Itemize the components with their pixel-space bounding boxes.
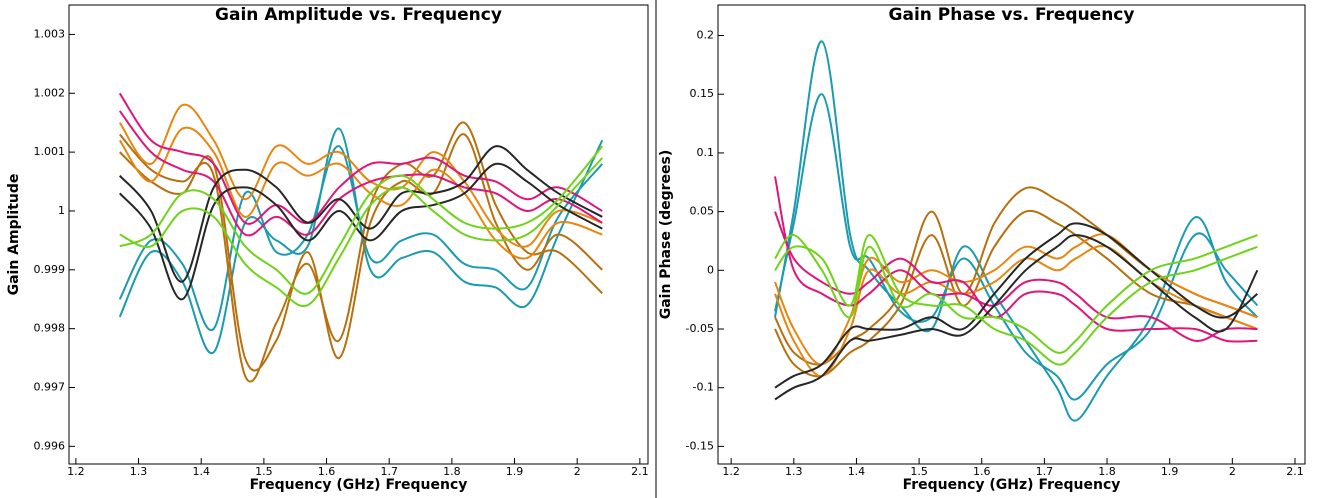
y-tick-label: -0.1 [693, 381, 714, 394]
data-line [119, 133, 603, 372]
data-line [118, 103, 603, 248]
x-tick-label: 1.3 [785, 465, 803, 478]
x-tick-label: 2 [574, 465, 581, 478]
x-tick-label: 1.8 [1098, 465, 1116, 478]
x-tick-label: 1.9 [506, 465, 524, 478]
data-line [119, 121, 603, 383]
x-tick-label: 1.3 [130, 465, 148, 478]
data-line [774, 234, 1258, 354]
x-tick-label: 1.6 [973, 465, 991, 478]
y-tick-label: 0.997 [34, 381, 66, 394]
x-tick-label: 2.1 [1286, 465, 1304, 478]
y-tick-label: 1.003 [34, 27, 66, 40]
plot-lines [118, 92, 604, 383]
y-tick-label: 0 [707, 263, 714, 276]
x-tick-label: 1.5 [255, 465, 273, 478]
plot-frame [717, 4, 1306, 465]
x-axis-label: Frequency (GHz) Frequency [903, 477, 1121, 493]
data-line [774, 209, 1258, 378]
y-tick-label: -0.05 [686, 322, 714, 335]
y-tick-label: 1.001 [34, 145, 66, 158]
data-line [118, 126, 603, 260]
data-line [119, 145, 604, 295]
x-tick-label: 1.8 [443, 465, 461, 478]
y-tick-label: 1 [58, 204, 65, 217]
data-line [774, 93, 1259, 401]
y-axis-label: Gain Phase (degrees) [658, 150, 674, 320]
data-line [774, 234, 1258, 366]
x-axis-label: Frequency (GHz) Frequency [250, 477, 468, 493]
data-line [118, 145, 604, 332]
y-tick-label: 0.05 [690, 205, 715, 218]
x-tick-label: 1.6 [318, 465, 336, 478]
y-tick-label: -0.15 [686, 439, 714, 452]
y-tick-label: 0.1 [697, 146, 715, 159]
x-tick-label: 1.7 [1036, 465, 1054, 478]
data-line [774, 245, 1258, 377]
data-line [119, 157, 603, 308]
plot-frame [68, 4, 649, 465]
y-tick-label: 0.999 [34, 263, 66, 276]
data-line [118, 92, 603, 225]
y-axis-label: Gain Amplitude [6, 174, 22, 296]
x-tick-label: 1.4 [192, 465, 210, 478]
x-tick-label: 1.4 [848, 465, 866, 478]
chart-title: Gain Phase vs. Frequency [889, 5, 1135, 25]
x-tick-label: 2 [1229, 465, 1236, 478]
y-tick-label: 1.002 [34, 86, 66, 99]
data-line [774, 234, 1259, 401]
plot-lines [774, 40, 1259, 422]
data-line [774, 222, 1259, 389]
x-tick-label: 1.2 [722, 465, 740, 478]
data-line [119, 162, 603, 301]
y-tick-label: 0.15 [690, 87, 715, 100]
data-line [118, 110, 603, 237]
y-tick-label: 0.2 [697, 29, 715, 42]
x-tick-label: 2.1 [631, 465, 649, 478]
y-tick-label: 0.998 [34, 322, 66, 335]
chart-title: Gain Amplitude vs. Frequency [215, 5, 502, 25]
x-tick-label: 1.2 [67, 465, 85, 478]
data-line [119, 145, 603, 283]
x-tick-label: 1.7 [380, 465, 398, 478]
x-tick-label: 1.5 [910, 465, 928, 478]
y-tick-label: 0.996 [34, 439, 66, 452]
x-tick-label: 1.9 [1161, 465, 1179, 478]
data-line [118, 127, 604, 355]
